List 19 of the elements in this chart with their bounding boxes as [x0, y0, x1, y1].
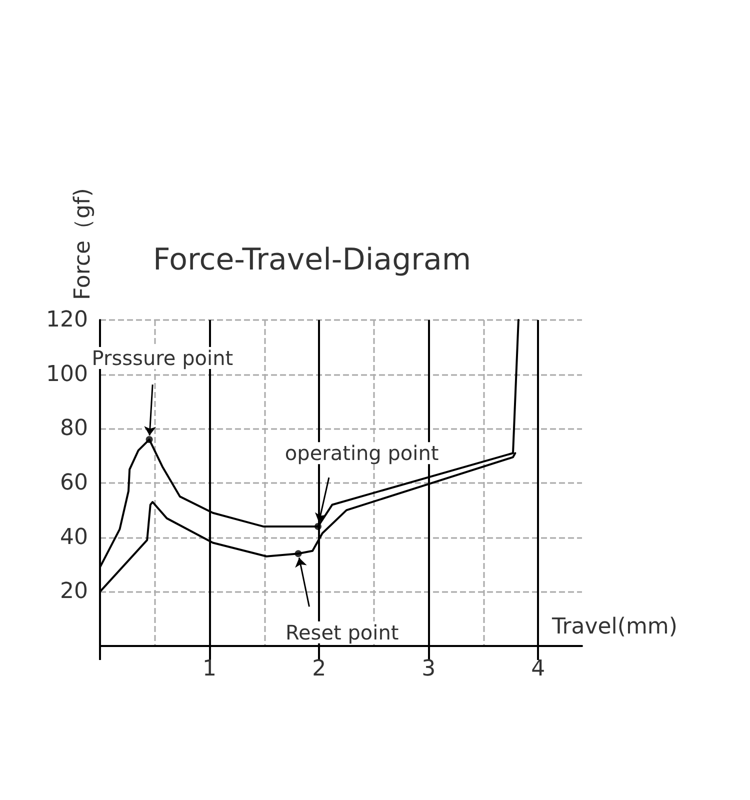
- chart-title: Force-Travel-Diagram: [153, 242, 472, 278]
- annotation: operating point: [284, 441, 439, 466]
- point: [146, 436, 153, 444]
- x-tick-label: 4: [531, 656, 546, 682]
- point: [314, 522, 322, 530]
- y-tick-label: 60: [60, 470, 88, 496]
- point: [294, 550, 302, 558]
- y-tick-label: 100: [46, 362, 88, 387]
- x-axis-title: Travel(mm): [551, 614, 678, 640]
- y-tick-label: 40: [60, 524, 88, 550]
- x-tick-label: 1: [202, 656, 217, 682]
- y-tick-label: 80: [60, 416, 88, 442]
- y-axis-title: Force（gf): [70, 188, 96, 300]
- x-tick-label: 3: [422, 656, 436, 682]
- x-tick-label: 2: [312, 656, 326, 682]
- annotation: Prsssure point: [92, 346, 234, 370]
- y-tick-label: 20: [60, 579, 88, 604]
- annotation: Reset point: [285, 620, 399, 644]
- y-tick-label: 120: [46, 308, 88, 332]
